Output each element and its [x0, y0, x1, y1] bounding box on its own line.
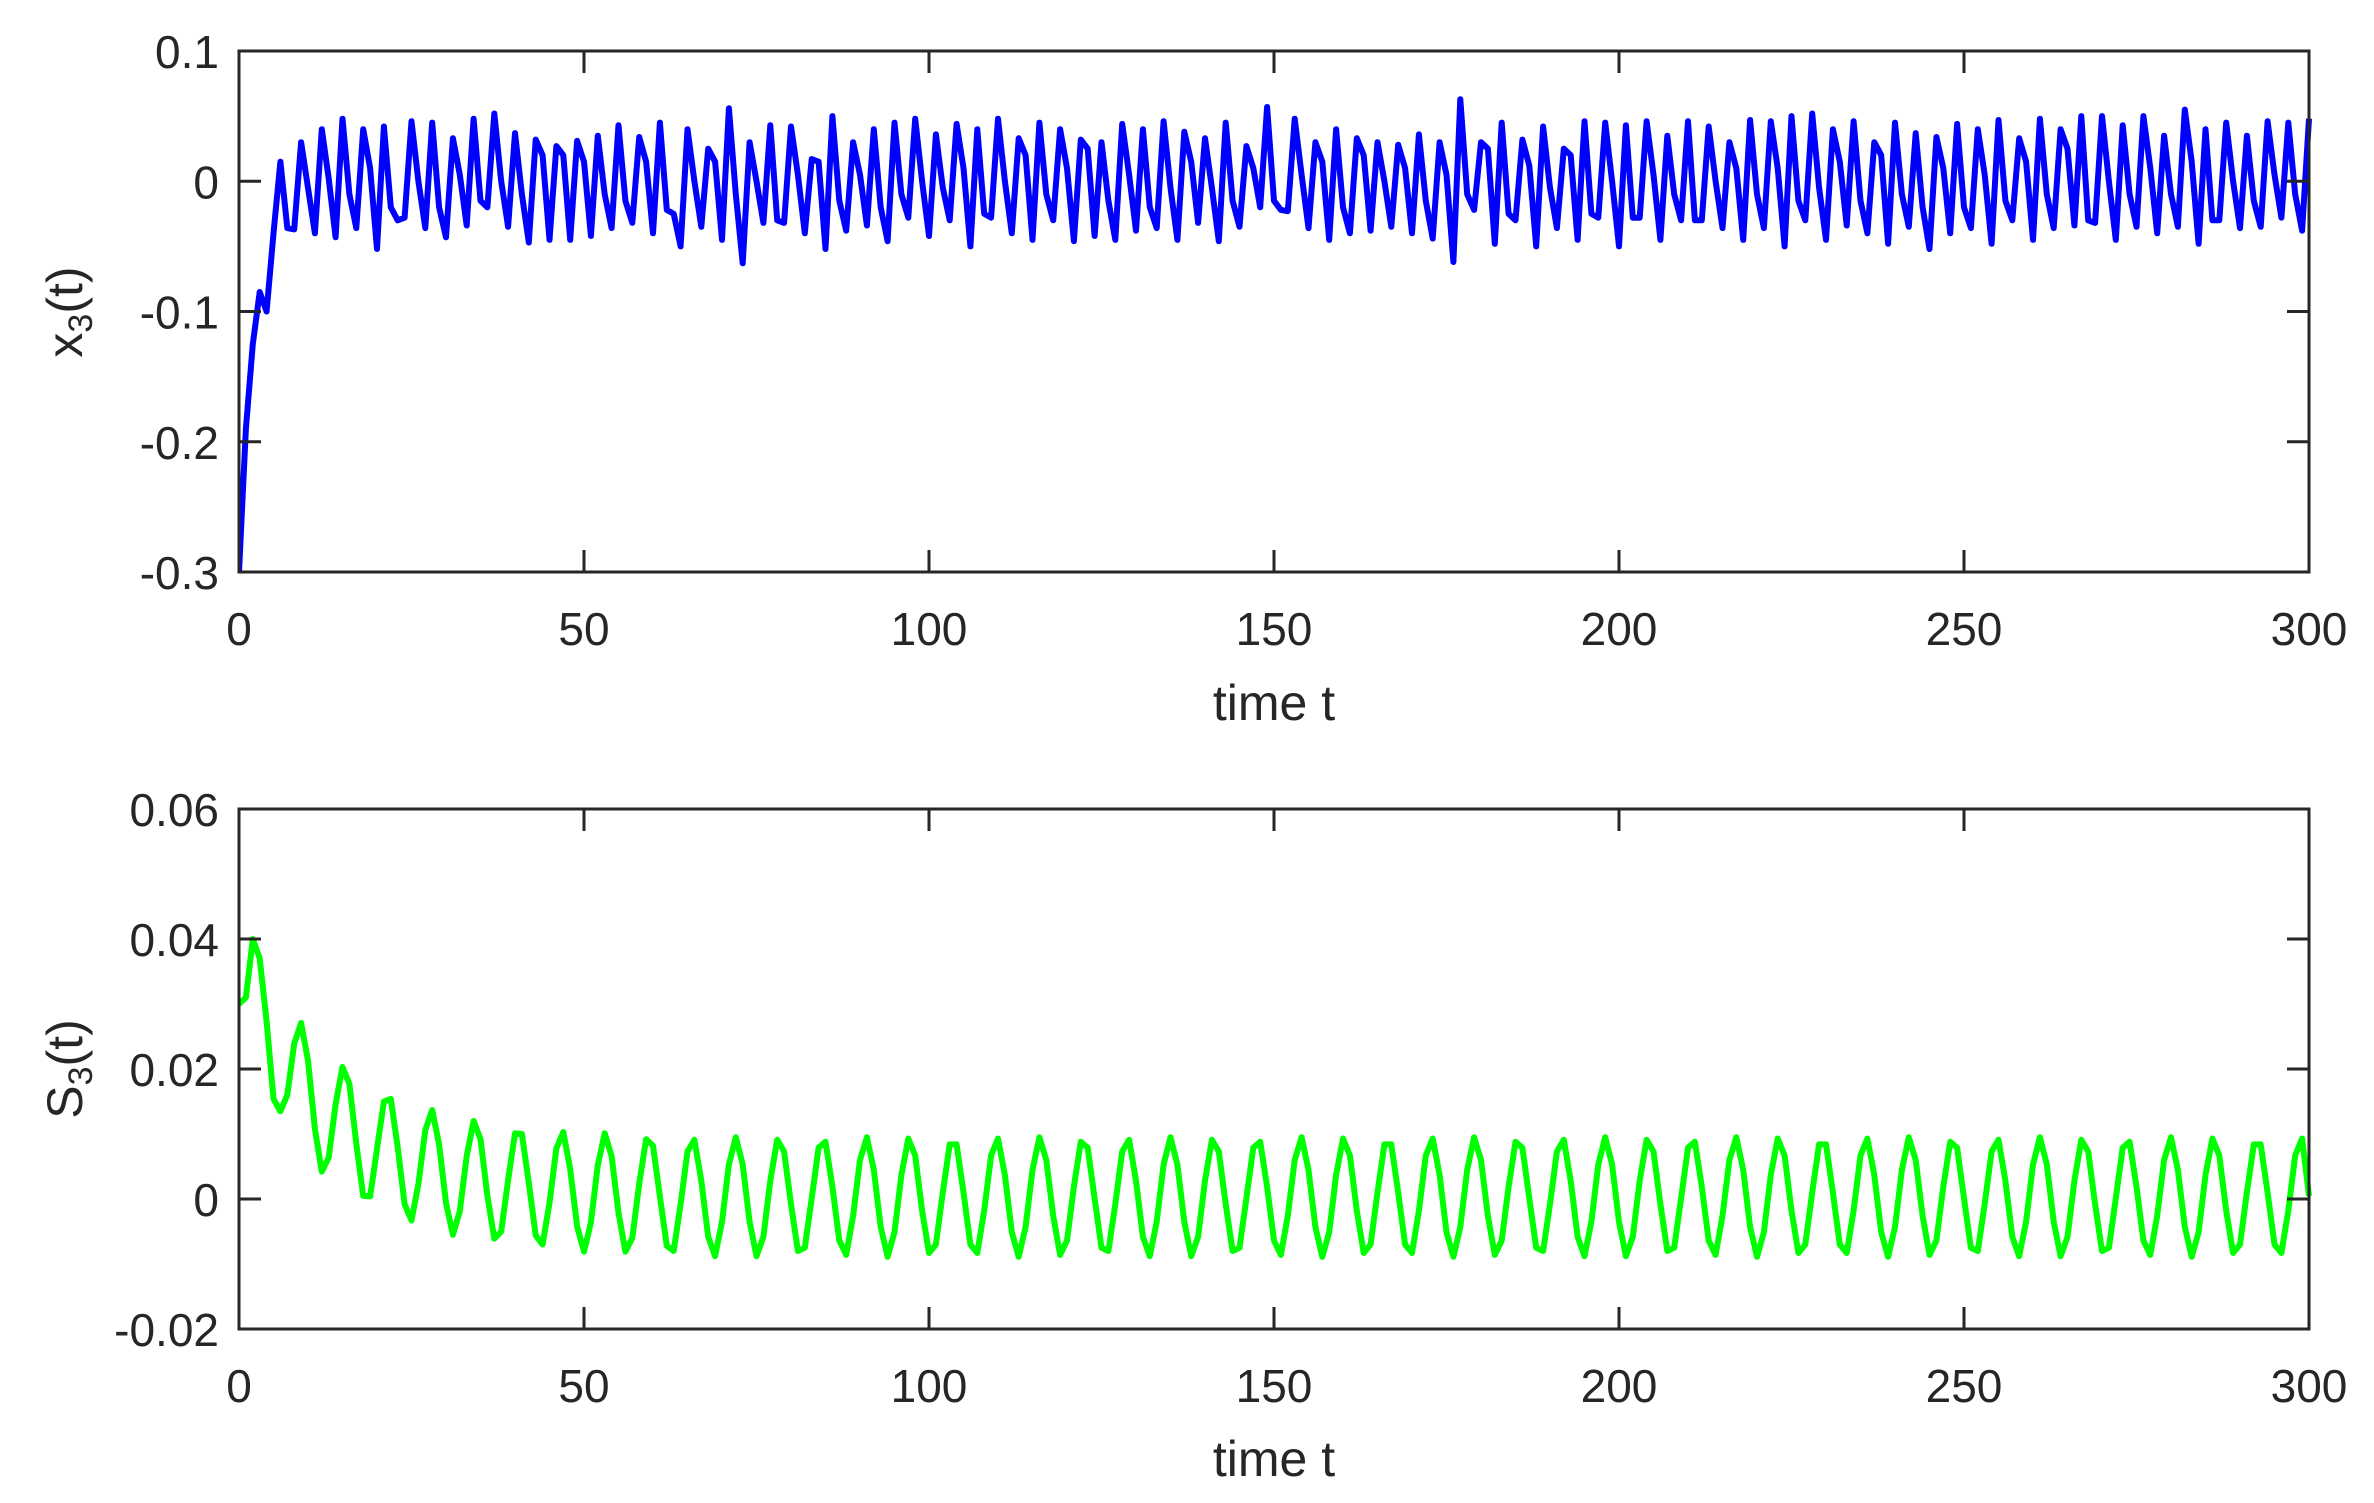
y-tick-label: 0.1 [155, 26, 219, 78]
y-axis-label: x3(t) [37, 266, 100, 357]
axes-frame [237, 807, 2311, 1331]
x-tick-label: 0 [226, 1360, 252, 1412]
x-tick-label: 50 [558, 1360, 609, 1412]
s3-line [239, 936, 2312, 1260]
y-tick-label: -0.02 [114, 1304, 219, 1356]
subplot-s3: 0 50 100 150 200 250 300 0.060.040.020-0.02 ti… [37, 784, 2347, 1487]
x-axis-label: time t [1213, 675, 1335, 731]
y-axis-label: S3(t) [37, 1019, 100, 1118]
x-axis-ticks: 0 50 100 150 200 250 300 [226, 51, 2347, 655]
y-tick-label: 0.06 [129, 784, 219, 836]
y-tick-label: 0.04 [129, 914, 219, 966]
subplot-x3: 0 50 100 150 200 250 300 0.1 0 -0.1 -0.2 -0.3 time… [37, 26, 2347, 731]
axes-box [237, 807, 2311, 1331]
x-tick-label: 250 [1926, 603, 2003, 655]
y-axis-ticks: 0.1 0 -0.1 -0.2 -0.3 [140, 26, 2309, 599]
x-tick-label: 100 [891, 603, 968, 655]
x-tick-label: 50 [558, 603, 609, 655]
data-series-line [239, 936, 2312, 1260]
x-tick-label: 300 [2271, 603, 2348, 655]
x-tick-label: 150 [1236, 603, 1313, 655]
y-tick-label: -0.2 [140, 417, 219, 469]
x-tick-label: 150 [1236, 1360, 1313, 1412]
x3-line [239, 96, 2312, 573]
x-tick-label: 100 [891, 1360, 968, 1412]
y-tick-label: 0 [193, 156, 219, 208]
x-tick-label: 200 [1581, 603, 1658, 655]
x-tick-label: 300 [2271, 1360, 2348, 1412]
data-series-line [239, 96, 2312, 573]
x-tick-label: 200 [1581, 1360, 1658, 1412]
y-tick-label: 0.02 [129, 1044, 219, 1096]
x-axis-label: time t [1213, 1431, 1335, 1487]
y-axis-ticks: 0.06 0.04 0.02 0 -0.02 [114, 784, 2309, 1356]
x-axis-ticks: 0 50 100 150 200 250 300 [226, 809, 2347, 1412]
y-tick-label: 0 [193, 1174, 219, 1226]
y-tick-label: -0.1 [140, 287, 219, 339]
x-tick-label: 0 [226, 603, 252, 655]
y-tick-label: -0.3 [140, 547, 219, 599]
x-tick-label: 250 [1926, 1360, 2003, 1412]
